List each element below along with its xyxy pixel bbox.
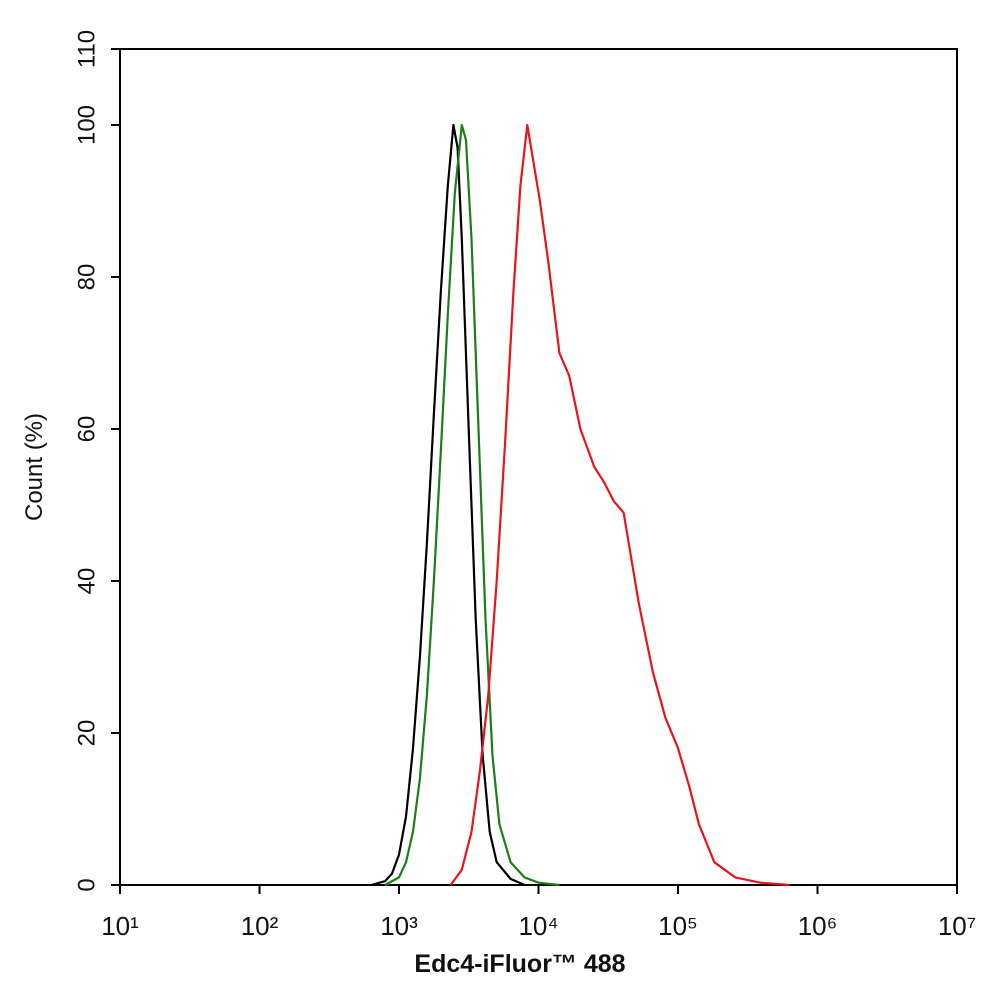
y-tick-label: 60 [73, 416, 100, 443]
series-line [370, 123, 525, 887]
y-tick-label: 0 [73, 878, 100, 891]
x-tick-label: 10¹ [101, 911, 139, 941]
x-tick-label: 10⁵ [658, 911, 698, 941]
x-tick-label: 10³ [380, 911, 418, 941]
x-tick-label: 10⁷ [938, 911, 976, 941]
y-axis-label: Count (%) [21, 413, 48, 521]
y-tick-label: 40 [73, 568, 100, 595]
x-tick-label: 10² [241, 911, 279, 941]
x-tick-label: 10⁴ [518, 911, 558, 941]
y-tick-label: 110 [73, 30, 100, 68]
series-line [384, 123, 560, 887]
y-tick-label: 80 [73, 264, 100, 291]
plot-frame [119, 48, 958, 886]
series-line [449, 123, 790, 887]
x-axis-label: Edc4-iFluor™ 488 [414, 950, 625, 978]
y-tick-label: 100 [73, 105, 100, 145]
x-tick-label: 10⁶ [798, 911, 838, 941]
y-tick-label: 20 [73, 720, 100, 747]
